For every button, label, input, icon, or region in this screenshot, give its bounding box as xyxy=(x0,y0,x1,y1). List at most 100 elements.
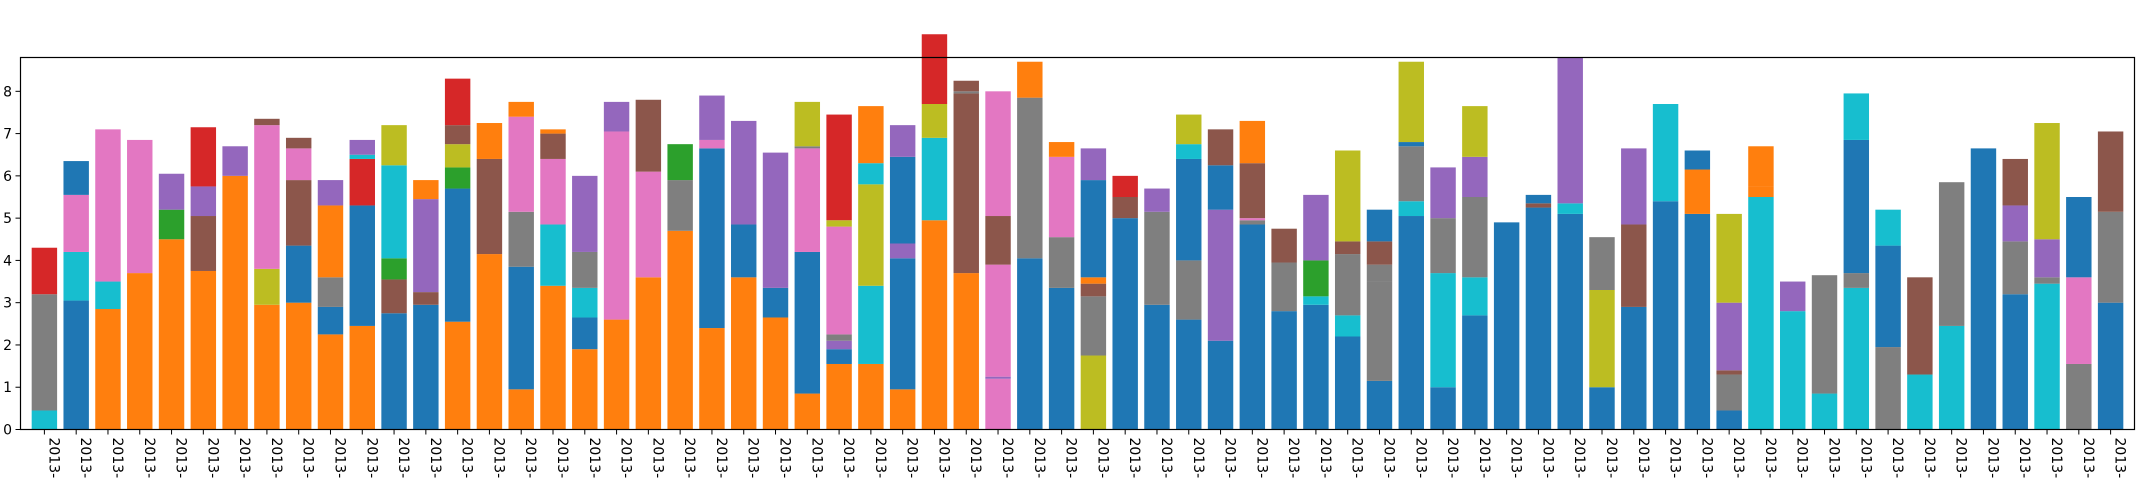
x-tick-label-7: 2013- xyxy=(268,438,284,479)
bar-42-segment-0 xyxy=(1366,380,1393,430)
bar-24-segment-0 xyxy=(794,393,821,430)
bar-7-segment-0 xyxy=(254,304,280,430)
bar-3-segment-0 xyxy=(127,273,153,430)
bar-34-segment-1 xyxy=(1112,197,1138,219)
bar-53-segment-0 xyxy=(1716,410,1742,430)
bar-53-segment-1 xyxy=(1716,374,1742,411)
bar-8-segment-1 xyxy=(285,245,312,303)
bar-39-segment-0 xyxy=(1271,311,1297,430)
x-tick-label-55: 2013- xyxy=(1794,438,1810,479)
bar-36-segment-1 xyxy=(1176,260,1202,320)
x-tick-label-45: 2013- xyxy=(1476,438,1492,479)
x-tick-label-62: 2013- xyxy=(2016,438,2032,479)
bar-53-segment-3 xyxy=(1716,302,1742,371)
bar-9-segment-1 xyxy=(317,306,344,335)
x-tick-label-16: 2013- xyxy=(554,438,570,479)
x-tick-label-26: 2013- xyxy=(872,438,888,479)
bar-36-segment-4 xyxy=(1176,114,1202,145)
bar-24-segment-1 xyxy=(794,251,821,394)
bar-30-segment-4 xyxy=(985,91,1011,217)
bar-15-segment-2 xyxy=(508,211,534,267)
x-tick-label-31: 2013- xyxy=(1031,438,1047,479)
bar-45-segment-3 xyxy=(1462,156,1488,197)
x-tick-label-35: 2013- xyxy=(1158,438,1174,479)
bar-25-segment-6 xyxy=(826,114,852,221)
x-tick-label-43: 2013- xyxy=(1412,438,1428,479)
bar-38-segment-3 xyxy=(1239,163,1266,219)
bar-38-segment-1 xyxy=(1239,220,1266,225)
bar-8-segment-3 xyxy=(285,148,312,181)
bar-49-segment-1 xyxy=(1589,290,1615,388)
bar-36-segment-2 xyxy=(1176,158,1202,261)
bar-44-segment-3 xyxy=(1430,167,1456,219)
bar-1-segment-2 xyxy=(63,194,89,252)
bar-44-segment-0 xyxy=(1430,387,1456,430)
x-tick-label-15: 2013- xyxy=(522,438,538,479)
bar-35-segment-0 xyxy=(1144,304,1170,430)
bar-33-segment-2 xyxy=(1080,283,1107,297)
x-tick-label-29: 2013- xyxy=(967,438,983,479)
bar-45-segment-1 xyxy=(1462,277,1488,316)
bar-48-segment-1 xyxy=(1557,203,1583,214)
bar-56-segment-1 xyxy=(1811,275,1838,394)
bar-23-segment-1 xyxy=(762,287,789,318)
bar-21-segment-0 xyxy=(699,328,725,430)
bar-2-segment-0 xyxy=(95,309,121,430)
bar-13-segment-1 xyxy=(444,188,471,322)
bar-23-segment-2 xyxy=(762,152,789,288)
x-tick-label-23: 2013- xyxy=(777,438,793,479)
bar-17-segment-2 xyxy=(572,287,598,318)
bar-28-segment-3 xyxy=(921,34,948,104)
bar-62-segment-0 xyxy=(2002,294,2028,430)
bar-5-segment-3 xyxy=(190,127,217,187)
x-tick-label-27: 2013- xyxy=(904,438,920,479)
x-tick-label-5: 2013- xyxy=(204,438,220,479)
bar-29-segment-2 xyxy=(953,91,979,94)
bar-64-segment-2 xyxy=(2066,197,2092,278)
bar-16-segment-4 xyxy=(540,129,566,134)
bar-37-segment-0 xyxy=(1207,340,1234,430)
bar-14-segment-0 xyxy=(476,254,503,430)
bar-65-segment-2 xyxy=(2097,131,2124,212)
bar-42-segment-4 xyxy=(1366,209,1393,242)
bar-25-segment-0 xyxy=(826,363,852,430)
bar-2-segment-2 xyxy=(95,129,121,282)
bar-25-segment-5 xyxy=(826,220,852,227)
bar-54-segment-0 xyxy=(1748,197,1774,430)
x-tick-label-6: 2013- xyxy=(236,438,252,479)
bar-52-segment-0 xyxy=(1684,213,1711,430)
x-tick-label-58: 2013- xyxy=(1889,438,1905,479)
bar-30-segment-0 xyxy=(985,378,1011,430)
bar-27-segment-3 xyxy=(889,156,916,244)
bar-33-segment-0 xyxy=(1080,355,1107,430)
bar-13-segment-5 xyxy=(444,78,471,126)
bar-28-segment-0 xyxy=(921,220,948,430)
bar-57-segment-3 xyxy=(1843,93,1870,140)
bar-33-segment-4 xyxy=(1080,180,1107,278)
bar-25-segment-2 xyxy=(826,340,852,350)
bar-57-segment-1 xyxy=(1843,273,1870,288)
bar-40-segment-0 xyxy=(1303,304,1329,430)
x-tick-label-17: 2013- xyxy=(586,438,602,479)
bar-34-segment-2 xyxy=(1112,175,1138,197)
x-tick-label-47: 2013- xyxy=(1539,438,1555,479)
bar-63-segment-1 xyxy=(2034,277,2060,284)
bar-22-segment-0 xyxy=(731,277,757,430)
x-tick-label-13: 2013- xyxy=(459,438,475,479)
x-tick-label-37: 2013- xyxy=(1222,438,1238,479)
bar-4-segment-2 xyxy=(158,173,185,210)
bar-13-segment-3 xyxy=(444,144,471,168)
bar-17-segment-0 xyxy=(572,349,598,430)
bar-53-segment-2 xyxy=(1716,370,1742,375)
x-axis: 2013- 2013- 2013- 2013- 2013- 2013- 2013- 2013-… xyxy=(43,429,2128,479)
bar-12-segment-2 xyxy=(413,199,439,293)
bar-15-segment-1 xyxy=(508,266,534,390)
bar-26-segment-1 xyxy=(858,285,884,364)
x-tick-label-65: 2013- xyxy=(2112,438,2128,479)
bar-31-segment-0 xyxy=(1017,258,1043,430)
x-tick-label-10: 2013- xyxy=(363,438,379,479)
bar-7-segment-2 xyxy=(254,125,280,269)
bar-5-segment-2 xyxy=(190,186,217,217)
bar-12-segment-1 xyxy=(413,292,439,305)
bar-37-segment-2 xyxy=(1207,165,1234,210)
